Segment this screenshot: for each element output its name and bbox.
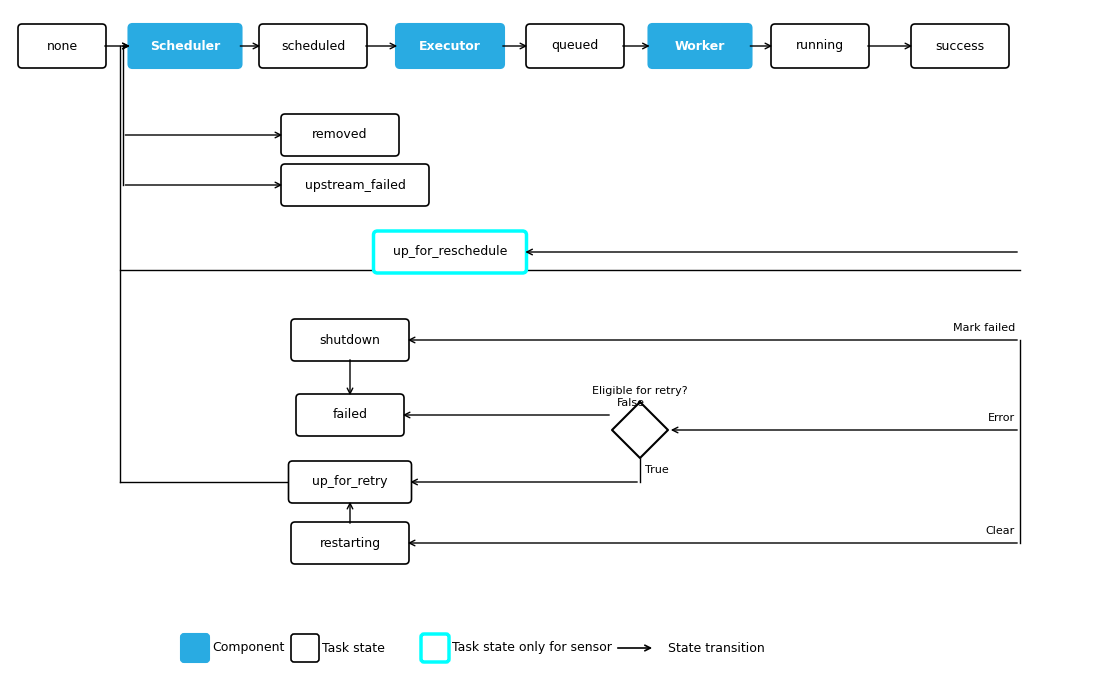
Text: Scheduler: Scheduler [150, 39, 221, 52]
FancyBboxPatch shape [281, 114, 399, 156]
Text: True: True [645, 465, 669, 475]
Text: running: running [796, 39, 844, 52]
Text: failed: failed [333, 409, 367, 422]
FancyBboxPatch shape [181, 634, 209, 662]
Text: Worker: Worker [675, 39, 725, 52]
Text: up_for_retry: up_for_retry [312, 475, 388, 488]
Text: Executor: Executor [419, 39, 480, 52]
Text: removed: removed [312, 129, 367, 142]
Polygon shape [612, 402, 668, 458]
FancyBboxPatch shape [291, 319, 409, 361]
Text: queued: queued [551, 39, 598, 52]
FancyBboxPatch shape [421, 634, 449, 662]
FancyBboxPatch shape [396, 24, 504, 68]
Text: State transition: State transition [668, 641, 765, 654]
FancyBboxPatch shape [373, 231, 526, 273]
Text: False: False [617, 398, 645, 408]
FancyBboxPatch shape [259, 24, 367, 68]
FancyBboxPatch shape [771, 24, 869, 68]
Text: shutdown: shutdown [319, 334, 381, 347]
Text: Error: Error [988, 413, 1015, 423]
FancyBboxPatch shape [129, 24, 242, 68]
Text: restarting: restarting [319, 537, 381, 550]
FancyBboxPatch shape [296, 394, 404, 436]
FancyBboxPatch shape [18, 24, 106, 68]
FancyBboxPatch shape [291, 522, 409, 564]
Text: up_for_reschedule: up_for_reschedule [393, 246, 507, 259]
FancyBboxPatch shape [911, 24, 1009, 68]
Text: upstream_failed: upstream_failed [305, 178, 405, 191]
FancyBboxPatch shape [291, 634, 319, 662]
Text: Clear: Clear [986, 526, 1015, 536]
Text: Eligible for retry?: Eligible for retry? [592, 386, 688, 396]
FancyBboxPatch shape [289, 461, 411, 503]
FancyBboxPatch shape [281, 164, 429, 206]
FancyBboxPatch shape [648, 24, 752, 68]
Text: success: success [935, 39, 984, 52]
Text: Component: Component [212, 641, 284, 654]
Text: Mark failed: Mark failed [953, 323, 1015, 333]
FancyBboxPatch shape [526, 24, 624, 68]
Text: Task state: Task state [323, 641, 385, 654]
Text: scheduled: scheduled [281, 39, 345, 52]
Text: none: none [46, 39, 77, 52]
Text: Task state only for sensor: Task state only for sensor [452, 641, 612, 654]
